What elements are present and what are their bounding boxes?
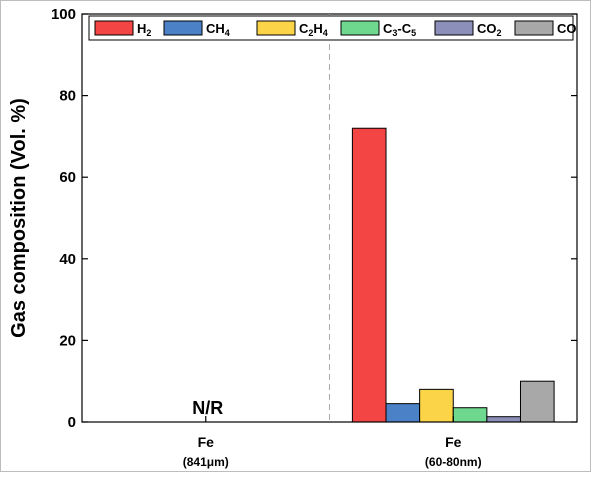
x-axis-ticks: Fe (841μm) Fe (60-80nm) <box>183 416 482 469</box>
legend: H2 CH4 C2H4 C3-C5 CO2 CO <box>88 15 577 41</box>
bar-co <box>519 380 555 423</box>
y-tick-label: 80 <box>59 88 76 105</box>
legend-swatch <box>94 20 134 36</box>
y-tick-label: 100 <box>51 6 76 23</box>
legend-label: C3-C5 <box>383 21 416 38</box>
x-tick-label-name: Fe <box>198 434 215 450</box>
y-tick-label: 20 <box>59 332 76 349</box>
legend-swatch <box>514 20 554 36</box>
y-tick-label: 0 <box>68 414 76 431</box>
y-axis-ticks: 0 20 40 60 80 100 <box>51 6 577 431</box>
no-reaction-annotation: N/R <box>192 398 223 418</box>
bar-h2 <box>351 127 387 423</box>
y-tick-label: 60 <box>59 169 76 186</box>
legend-label: CO <box>557 21 577 36</box>
y-axis-label: Gas composition (Vol. %) <box>8 98 30 338</box>
bar-ch4 <box>385 403 421 423</box>
bar-c2h4 <box>419 388 454 423</box>
legend-swatch <box>434 20 474 36</box>
legend-label: C2H4 <box>299 21 328 38</box>
legend-label: CO2 <box>477 21 502 38</box>
legend-swatch <box>340 20 380 36</box>
y-tick-label: 40 <box>59 251 76 268</box>
legend-label: CH4 <box>206 21 230 38</box>
x-tick-label-detail: (60-80nm) <box>425 455 482 469</box>
bar-co2 <box>486 416 521 423</box>
bars-layer <box>351 127 555 423</box>
bar-c3-c5 <box>452 407 488 423</box>
legend-swatch <box>163 20 203 36</box>
x-tick-label-detail: (841μm) <box>183 455 229 469</box>
x-tick-label-name: Fe <box>445 434 462 450</box>
legend-label: H2 <box>137 21 151 38</box>
legend-swatch <box>256 20 296 36</box>
